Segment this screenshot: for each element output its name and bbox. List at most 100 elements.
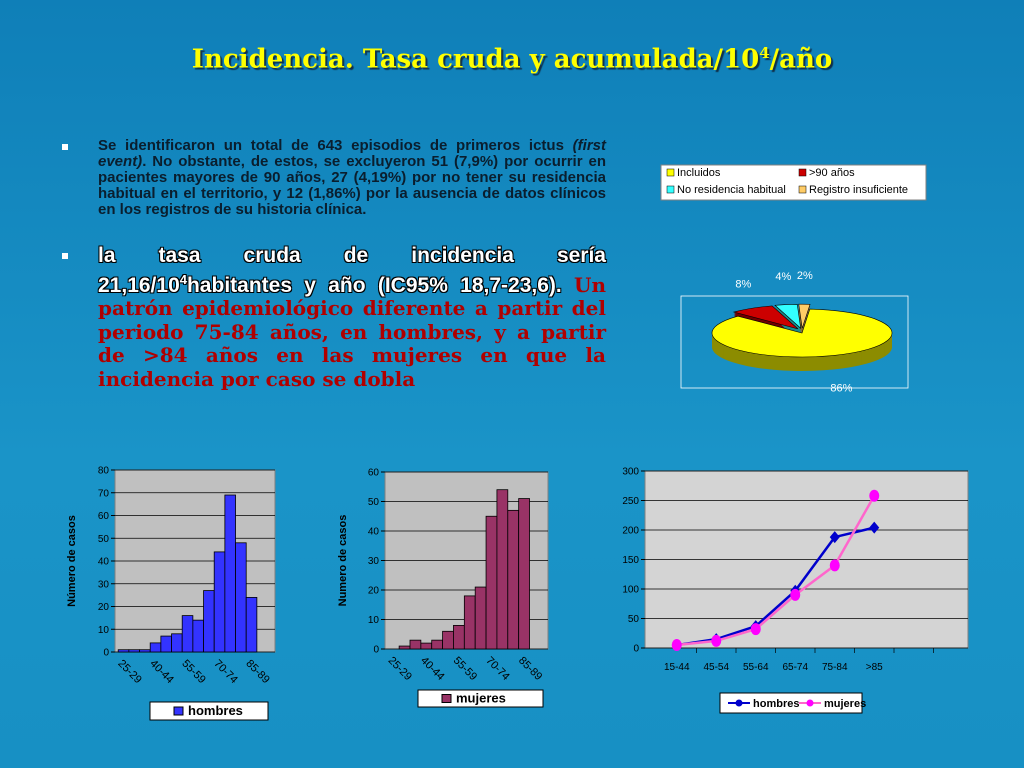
slide-title: Incidencia. Tasa cruda y acumulada/104/a…	[0, 44, 1024, 75]
y-tick-label: 0	[633, 644, 639, 655]
pie-slice	[774, 303, 802, 330]
y-tick-label: 250	[622, 496, 639, 507]
legend-label: hombres	[753, 698, 799, 710]
legend-label: No residencia habitual	[677, 184, 786, 196]
bar	[463, 595, 476, 650]
title-end: /año	[769, 44, 833, 75]
y-tick-label: 40	[368, 527, 380, 538]
x-tick-label: 25-29	[386, 655, 414, 683]
y-tick-label: 40	[98, 557, 110, 568]
data-label: 86%	[830, 382, 852, 394]
y-tick-label: 80	[98, 466, 110, 477]
point	[671, 639, 682, 652]
point	[790, 588, 801, 601]
bullet: la tasa cruda de incidencia sería 21,16/…	[62, 244, 606, 391]
x-tick-label: 15-44	[664, 662, 690, 673]
bar	[224, 494, 236, 653]
legend-swatch	[666, 185, 675, 194]
bar	[171, 633, 183, 653]
y-tick-label: 70	[98, 488, 110, 499]
legend-marker	[735, 699, 743, 707]
line	[676, 495, 876, 647]
y-tick-label: 10	[368, 615, 380, 626]
y-tick-label: 30	[98, 579, 110, 590]
y-tick-label: 60	[368, 468, 380, 479]
bar	[474, 586, 487, 650]
bar	[398, 645, 411, 650]
bar	[420, 642, 433, 650]
point	[829, 559, 840, 572]
x-tick-label: 55-59	[179, 658, 207, 686]
x-tick-label: 85-89	[243, 658, 271, 686]
bar	[453, 625, 465, 650]
title-sup: 4	[759, 44, 770, 62]
point	[829, 531, 840, 544]
bar	[117, 649, 130, 653]
legend-swatch	[798, 185, 807, 194]
bar	[139, 649, 151, 653]
bar	[203, 590, 215, 653]
y-tick-label: 200	[622, 526, 639, 537]
legend-label: Registro insuficiente	[809, 184, 908, 196]
bullet-text: . No obstante, de estos, se excluyeron 5…	[98, 153, 606, 218]
bullet-marker	[62, 144, 68, 150]
pie-slice	[711, 308, 893, 358]
y-tick-label: 10	[98, 625, 110, 636]
bar	[485, 515, 498, 650]
legend-label: >90 años	[809, 167, 855, 179]
data-label: 2%	[797, 270, 813, 282]
x-tick-label: 70-74	[211, 658, 239, 686]
x-tick-label: 55-64	[743, 662, 769, 673]
bullet: Se identificaron un total de 643 episodi…	[62, 137, 606, 218]
bar	[160, 635, 172, 653]
bar	[507, 509, 520, 650]
bar	[518, 498, 530, 650]
legend-label: Incluidos	[677, 167, 721, 179]
x-tick-label: 25-29	[115, 658, 143, 686]
pie-slice	[798, 303, 811, 329]
point	[711, 634, 722, 647]
x-tick-label: 85-89	[516, 655, 544, 683]
bar	[245, 597, 258, 653]
bullet-text: Se identificaron un total de 643 episodi…	[98, 137, 564, 154]
bar	[181, 615, 194, 653]
pie-area	[680, 295, 909, 389]
legend-box	[719, 692, 863, 714]
data-label: 8%	[735, 278, 751, 290]
y-axis-label: Número de casos	[66, 515, 78, 607]
bar	[496, 489, 509, 650]
legend-swatch	[173, 706, 184, 716]
x-tick-label: 40-44	[147, 658, 175, 686]
x-tick-label: 40-44	[418, 655, 446, 683]
y-tick-label: 50	[98, 534, 110, 545]
legend-label: hombres	[188, 703, 243, 718]
legend-label: mujeres	[824, 698, 866, 710]
y-tick-label: 300	[622, 467, 639, 478]
legend-label: mujeres	[456, 691, 506, 706]
y-tick-label: 30	[368, 556, 380, 567]
bar	[128, 649, 140, 653]
title-main: Incidencia. Tasa cruda y acumulada/10	[191, 44, 760, 75]
bar	[442, 630, 454, 650]
bullet-sup: 4	[179, 271, 187, 287]
bullet-text: habitantes y año (IC95% 18,7-23,6).	[186, 273, 562, 297]
bullet-text: la tasa cruda de incidencia sería 21,16/…	[98, 244, 606, 297]
y-tick-label: 0	[373, 645, 379, 656]
pie-slice	[732, 305, 799, 330]
y-tick-label: 0	[103, 648, 109, 659]
y-tick-label: 50	[628, 614, 640, 625]
legend-swatch	[666, 168, 675, 177]
bar	[192, 619, 204, 653]
y-tick-label: 150	[622, 555, 639, 566]
bullet-marker	[62, 253, 68, 259]
legend-swatch	[798, 168, 807, 177]
point	[750, 623, 761, 636]
bar	[431, 639, 443, 650]
legend-marker	[806, 699, 814, 707]
y-tick-label: 100	[622, 585, 639, 596]
x-tick-label: 55-59	[451, 655, 479, 683]
x-tick-label: >85	[866, 662, 883, 673]
y-tick-label: 20	[368, 586, 380, 597]
legend-swatch	[441, 694, 452, 703]
